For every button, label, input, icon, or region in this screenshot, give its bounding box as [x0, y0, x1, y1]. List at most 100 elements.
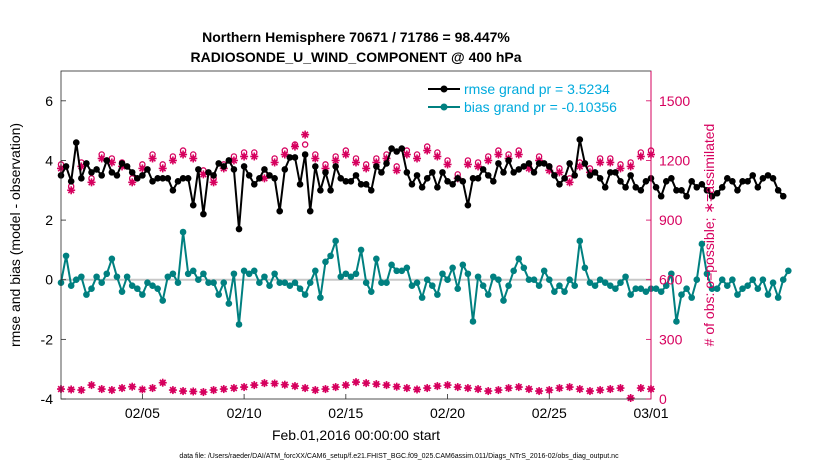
x-tick-label: 02/25	[532, 405, 567, 421]
obs-assimilated-marker	[463, 160, 472, 169]
obs-bottom-marker	[280, 380, 289, 389]
y-left-tick-label: -4	[41, 391, 54, 407]
bias-point	[688, 294, 695, 301]
obs-bottom-circle	[261, 380, 268, 386]
bias-point	[479, 282, 487, 289]
bias-point	[556, 282, 563, 289]
bias-point	[566, 276, 573, 284]
obs-assimilated-marker-stroke	[362, 165, 370, 172]
bias-point	[306, 279, 314, 287]
rmse-point	[744, 178, 751, 185]
bias-point	[612, 285, 619, 292]
rmse-point	[159, 175, 167, 182]
rmse-point	[657, 192, 665, 200]
obs-bottom-marker	[555, 384, 564, 393]
rmse-point	[373, 163, 380, 170]
obs-bottom-marker	[168, 386, 177, 395]
bias-point	[779, 276, 787, 284]
bias-point	[317, 294, 324, 301]
bias-point	[342, 270, 350, 278]
bias-point	[520, 264, 528, 272]
obs-bottom-circle	[627, 395, 634, 401]
obs-assimilated-marker-stroke	[332, 157, 340, 164]
obs-bottom-circle	[444, 382, 451, 388]
obs-bottom-circle	[302, 385, 308, 391]
bias-point	[754, 285, 762, 292]
obs-assimilated-marker	[189, 154, 198, 163]
x-tick-label: 02/10	[227, 405, 262, 421]
obs-assimilated-marker	[362, 164, 371, 173]
obs-assimilated-marker	[138, 164, 147, 173]
obs-bottom-circle	[526, 386, 532, 392]
obs-bottom-marker	[199, 388, 208, 397]
obs-bottom-marker	[514, 383, 523, 392]
obs-assimilated-marker	[158, 164, 167, 173]
obs-bottom-circle	[414, 386, 420, 393]
rmse-point	[256, 175, 263, 182]
obs-bottom-marker	[463, 384, 472, 393]
obs-assimilated-marker	[250, 152, 259, 161]
obs-bottom-circle	[404, 385, 410, 391]
obs-bottom-marker	[565, 383, 574, 392]
obs-bottom-circle	[485, 388, 491, 394]
rmse-point	[301, 151, 309, 158]
obs-bottom-circle	[383, 382, 390, 388]
obs-bottom-circle	[180, 388, 186, 394]
obs-assimilated-marker	[148, 154, 157, 163]
rmse-point	[454, 175, 462, 182]
rmse-point	[189, 201, 197, 209]
rmse-point	[601, 183, 609, 191]
rmse-point	[739, 178, 746, 185]
obs-bottom-circle	[149, 385, 156, 391]
rmse-point	[551, 172, 558, 179]
rmse-point	[83, 160, 90, 167]
bias-point	[642, 288, 650, 295]
rmse-point	[118, 160, 126, 167]
rmse-point	[306, 207, 314, 215]
rmse-point	[632, 183, 640, 191]
obs-bottom-circle	[98, 386, 105, 392]
obs-bottom-circle	[546, 387, 552, 393]
bias-point	[408, 282, 416, 289]
rmse-point	[479, 166, 487, 173]
rmse-point	[495, 160, 502, 167]
obs-assimilated-marker	[443, 160, 452, 169]
rmse-point	[530, 169, 538, 176]
obs-assimilated-marker-stroke	[210, 178, 217, 186]
rmse-point	[250, 181, 258, 188]
obs-bottom-marker	[575, 385, 584, 394]
bias-point	[362, 279, 370, 287]
obs-bottom-circle	[312, 387, 319, 393]
rmse-point	[474, 175, 482, 182]
obs-bottom-circle	[597, 387, 603, 393]
rmse-point	[179, 175, 187, 182]
obs-assimilated-marker-stroke	[128, 178, 136, 186]
bias-point	[759, 276, 767, 284]
obs-bottom-marker	[616, 384, 625, 393]
rmse-point	[225, 157, 233, 164]
obs-bottom-circle	[617, 385, 624, 391]
legend-rmse-label: rmse grand pr = 3.5234	[464, 81, 610, 97]
obs-bottom-marker	[260, 379, 269, 388]
obs-assimilated-marker-stroke	[301, 131, 309, 139]
bias-point	[444, 276, 451, 284]
bias-point	[581, 264, 589, 272]
bias-point	[403, 264, 411, 272]
obs-bottom-circle	[556, 385, 563, 391]
bias-point	[276, 279, 284, 287]
bias-point	[266, 282, 273, 289]
bias-point	[734, 291, 741, 298]
obs-assimilated-marker-stroke	[393, 166, 401, 174]
rmse-point	[515, 166, 523, 173]
rmse-point	[133, 175, 141, 182]
rmse-point	[123, 163, 131, 170]
bias-point	[627, 291, 634, 298]
obs-bottom-marker	[423, 384, 432, 393]
rmse-point	[510, 169, 517, 176]
bias-point	[662, 282, 670, 289]
rmse-point	[759, 175, 767, 182]
bias-point	[123, 273, 131, 281]
bias-point	[423, 276, 431, 284]
obs-bottom-circle	[587, 388, 593, 394]
rmse-point	[591, 169, 599, 176]
